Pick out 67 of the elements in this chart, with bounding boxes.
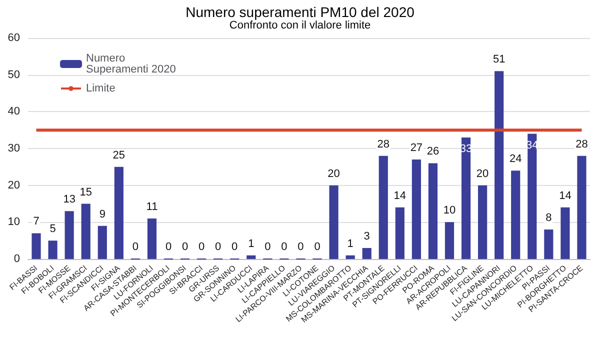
y-tick-label: 30 [8, 142, 20, 154]
data-label: 15 [80, 186, 92, 198]
data-label: 14 [394, 190, 406, 202]
bar [362, 248, 372, 259]
data-label: 7 [33, 216, 40, 228]
bar [32, 233, 41, 259]
bar [81, 204, 90, 259]
data-label: 3 [364, 230, 370, 242]
bar [246, 255, 256, 259]
data-label: 28 [377, 138, 390, 150]
data-label: 13 [63, 194, 76, 206]
data-label: 0 [314, 241, 320, 253]
data-label: 14 [559, 190, 572, 202]
data-label: 0 [264, 241, 271, 253]
data-label: 0 [182, 241, 188, 253]
chart-title: Numero superamenti PM10 del 2020 [186, 4, 415, 20]
bar [444, 222, 454, 259]
bar [478, 185, 488, 259]
data-label: 51 [492, 54, 506, 66]
y-tick-label: 0 [14, 253, 20, 265]
bar [48, 240, 58, 259]
data-label: 0 [165, 241, 172, 253]
bar [98, 226, 107, 259]
y-tick-label: 60 [8, 32, 20, 44]
bar [412, 160, 421, 259]
bar [329, 185, 338, 259]
data-label: 24 [509, 153, 522, 166]
y-tick-label: 10 [8, 216, 20, 228]
data-label: 5 [50, 223, 56, 236]
data-label: 28 [576, 138, 588, 150]
bar [64, 211, 74, 259]
bar [560, 207, 570, 259]
data-label: 1 [347, 238, 354, 250]
data-label: 1 [248, 238, 254, 250]
y-tick-label: 20 [8, 179, 20, 192]
y-tick-label: 50 [8, 68, 20, 81]
bar [147, 218, 157, 259]
legend-label: Limite [86, 82, 116, 94]
bar [511, 170, 520, 259]
data-label: 26 [426, 146, 440, 158]
data-label: 0 [215, 241, 222, 253]
bar [346, 255, 355, 259]
data-label: 20 [328, 168, 340, 180]
data-label: 0 [198, 241, 205, 253]
bar [577, 156, 586, 259]
data-label: 25 [112, 149, 126, 162]
bar [494, 71, 504, 259]
chart-subtitle: Confronto con il vlalore limite [229, 20, 371, 32]
bar [461, 137, 471, 259]
bar [114, 166, 124, 259]
data-label: 0 [132, 241, 139, 253]
data-label: 20 [476, 168, 489, 180]
bar [544, 230, 554, 259]
data-label: 0 [298, 241, 304, 253]
data-label: 27 [410, 142, 423, 154]
data-label: 10 [443, 204, 456, 217]
legend-label: Numero Superamenti 2020 [86, 52, 176, 76]
bar [428, 163, 438, 259]
data-label: 8 [546, 212, 552, 224]
data-label: 0 [281, 241, 288, 253]
bar [378, 156, 388, 259]
data-label: 11 [146, 200, 158, 213]
bar [395, 207, 404, 259]
data-label: 0 [232, 241, 238, 253]
bar [528, 134, 537, 259]
data-label: 9 [99, 208, 106, 220]
y-tick-label: 40 [8, 106, 20, 118]
